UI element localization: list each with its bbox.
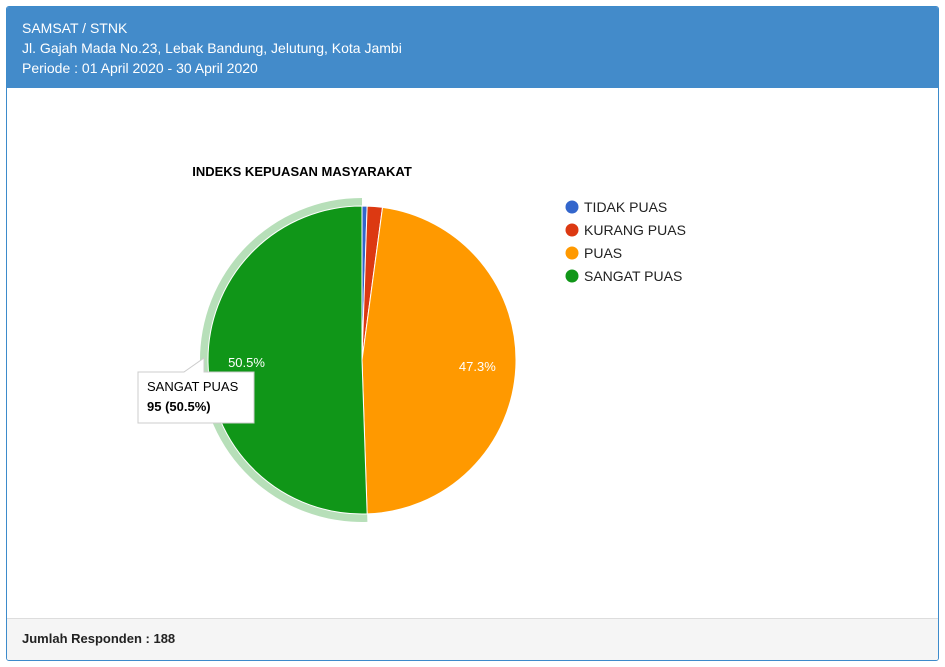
period-text: Periode : 01 April 2020 - 30 April 2020 (22, 60, 258, 76)
legend-swatch (565, 269, 579, 283)
legend-label[interactable]: PUAS (584, 245, 622, 261)
tooltip-box (137, 357, 255, 424)
legend-swatch (565, 246, 579, 260)
slice-percent-label: 50.5% (228, 355, 265, 370)
legend-swatch (565, 200, 579, 214)
chart-title: INDEKS KEPUASAN MASYARAKAT (192, 164, 412, 179)
survey-panel: SAMSAT / STNK Jl. Gajah Mada No.23, Leba… (6, 6, 939, 661)
office-address: Jl. Gajah Mada No.23, Lebak Bandung, Jel… (22, 40, 402, 56)
pie-slice-sangat-puas[interactable] (207, 205, 368, 515)
tooltip-label: SANGAT PUAS (147, 379, 239, 394)
chart-area: INDEKS KEPUASAN MASYARAKAT 47.3% 50.5% TI… (7, 88, 938, 618)
legend-label[interactable]: SANGAT PUAS (584, 268, 682, 284)
legend-label[interactable]: TIDAK PUAS (584, 199, 667, 215)
tooltip-value: 95 (50.5%) (147, 399, 211, 414)
legend-swatch (565, 223, 579, 237)
legend-label[interactable]: KURANG PUAS (584, 222, 686, 238)
respondent-count: Jumlah Responden : 188 (22, 631, 176, 646)
pie-chart: INDEKS KEPUASAN MASYARAKAT 47.3% 50.5% TI… (137, 164, 686, 522)
slice-percent-label: 47.3% (459, 359, 496, 374)
panel-footer: Jumlah Responden : 188 (7, 618, 938, 660)
pie-slice-puas[interactable] (361, 206, 517, 515)
panel-header: SAMSAT / STNK Jl. Gajah Mada No.23, Leba… (7, 7, 938, 88)
office-title: SAMSAT / STNK (22, 20, 128, 36)
